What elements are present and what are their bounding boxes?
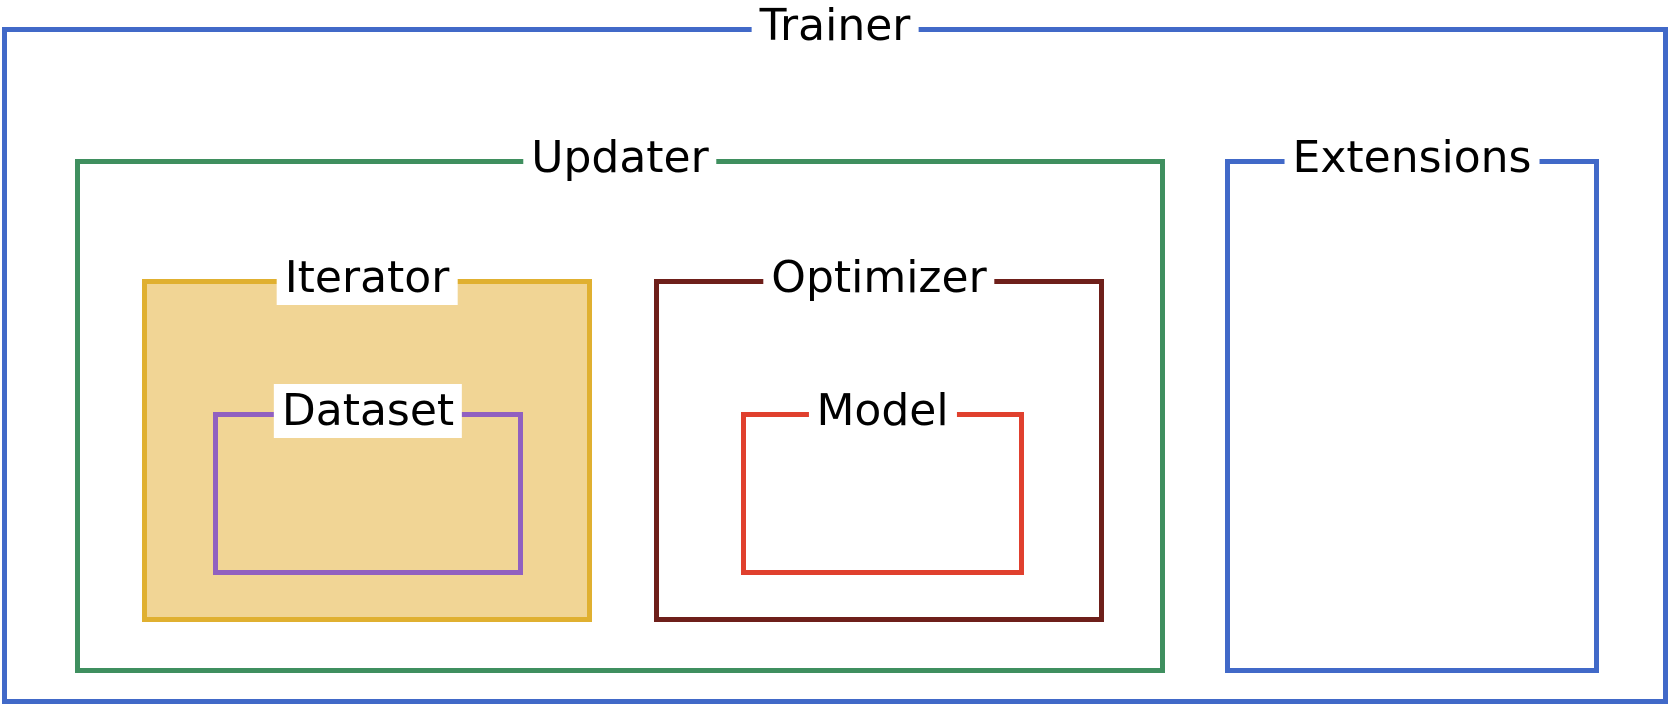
optimizer-label: Optimizer [763,251,995,305]
optimizer-box: Optimizer Model [654,251,1104,622]
updater-label: Updater [523,131,717,185]
trainer-label: Trainer [751,0,919,53]
model-label: Model [808,384,957,438]
dataset-box: Dataset [213,384,523,575]
extensions-label: Extensions [1284,131,1540,185]
dataset-label: Dataset [273,384,463,438]
iterator-box: Iterator Dataset [142,251,592,622]
updater-box: Updater Iterator Dataset Optimizer Model [75,131,1165,673]
extensions-box: Extensions [1225,131,1599,673]
model-box: Model [741,384,1024,575]
iterator-label: Iterator [276,251,458,305]
